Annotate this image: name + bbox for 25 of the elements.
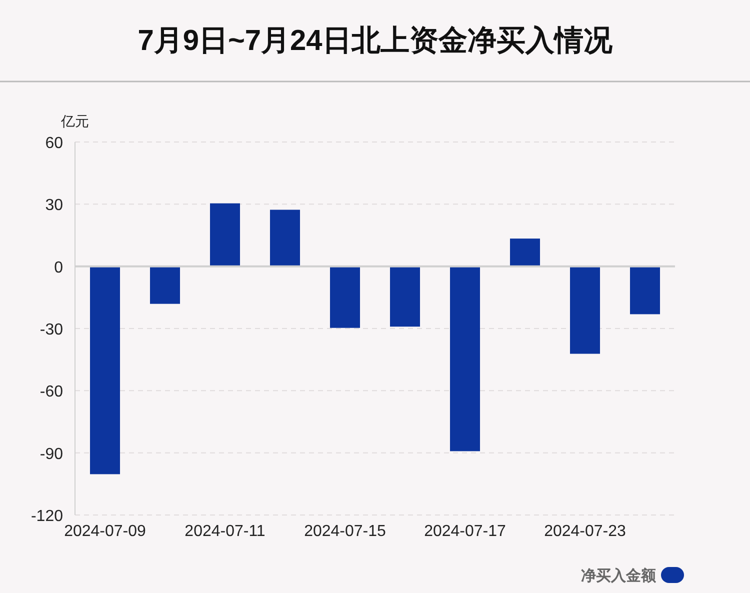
bar — [150, 266, 180, 304]
legend-label: 净买入金额 — [581, 566, 657, 584]
bar — [450, 266, 480, 452]
y-tick-label: -90 — [40, 446, 64, 463]
x-tick-label: 2024-07-11 — [184, 523, 266, 540]
y-tick-label: 60 — [45, 135, 64, 152]
bar — [270, 210, 300, 266]
x-tick-label: 2024-07-15 — [304, 523, 386, 540]
y-tick-label: -30 — [40, 322, 64, 338]
bar — [330, 266, 360, 328]
x-tick-label: 2024-07-23 — [544, 523, 626, 540]
bar — [210, 203, 240, 266]
chart-title: 7月9日~7月24日北上资金净买入情况 — [138, 25, 614, 57]
y-tick-label: -120 — [30, 508, 64, 525]
bar — [90, 266, 120, 474]
y-tick-label: 0 — [54, 259, 64, 276]
y-axis-title: 亿元 — [60, 113, 89, 129]
y-tick-label: 30 — [45, 197, 64, 214]
bar — [570, 266, 600, 354]
x-tick-label: 2024-07-17 — [424, 523, 506, 540]
bar — [510, 238, 540, 266]
bar — [390, 266, 420, 327]
x-tick-label: 2024-07-09 — [64, 523, 146, 540]
y-tick-label: -60 — [40, 384, 64, 401]
bar — [630, 266, 660, 314]
